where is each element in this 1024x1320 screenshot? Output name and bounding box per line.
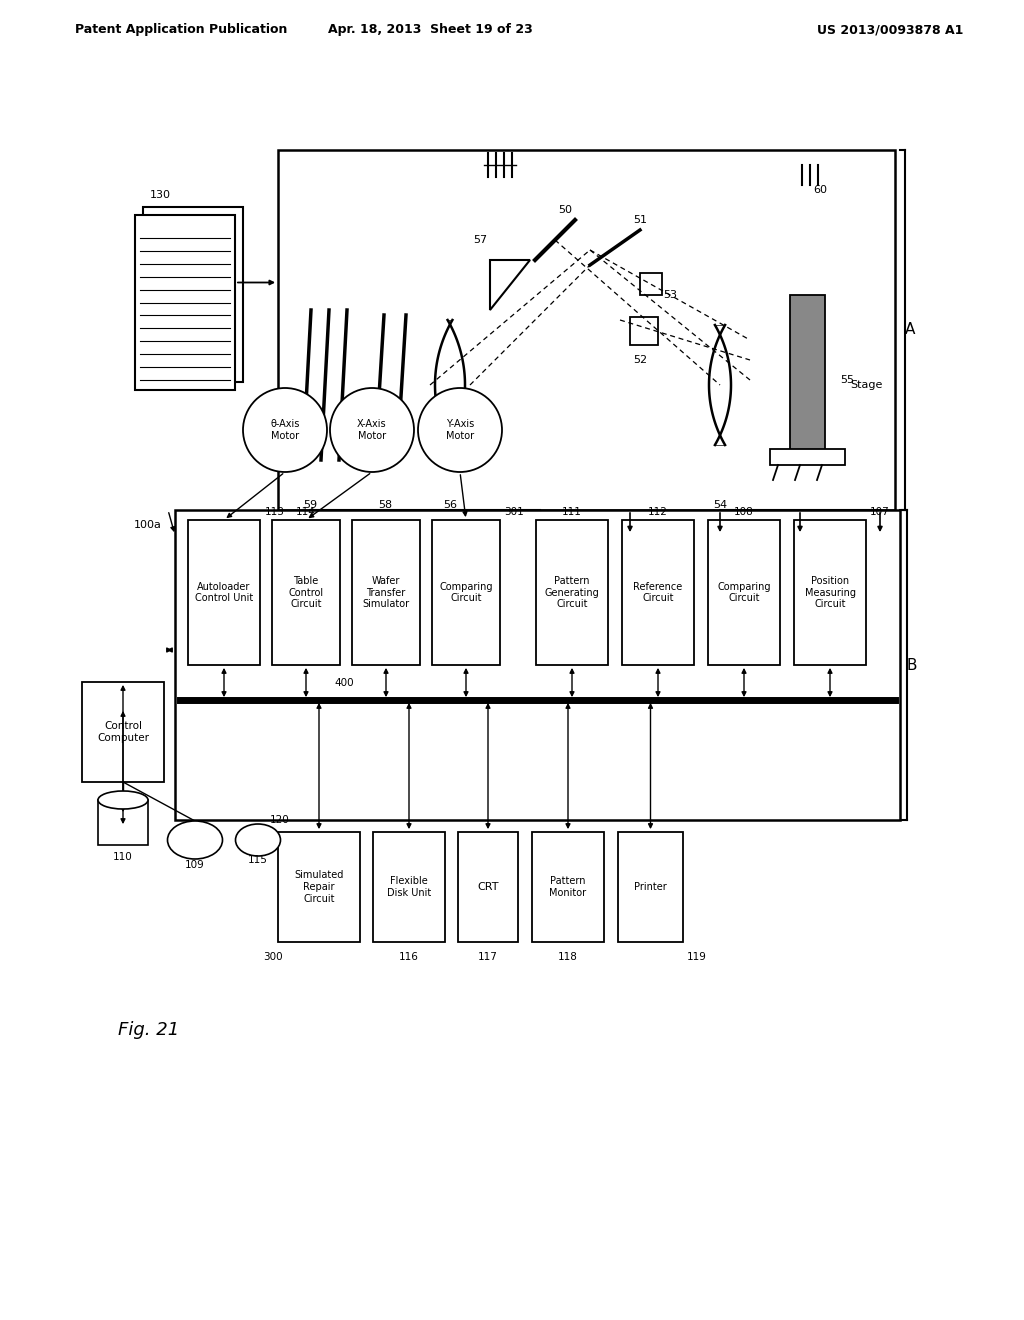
Text: Pattern
Monitor: Pattern Monitor (550, 876, 587, 898)
Bar (536, 520, 608, 665)
Text: 119: 119 (687, 952, 707, 962)
Text: 112: 112 (648, 507, 668, 517)
Text: 53: 53 (663, 290, 677, 300)
Ellipse shape (98, 791, 148, 809)
Text: 58: 58 (378, 500, 392, 510)
Bar (175, 510, 900, 820)
Text: 130: 130 (150, 190, 171, 201)
Bar (458, 832, 518, 942)
Text: Simulated
Repair
Circuit: Simulated Repair Circuit (294, 870, 344, 904)
Text: Fig. 21: Fig. 21 (118, 1020, 179, 1039)
Text: 110: 110 (113, 851, 133, 862)
Bar (272, 520, 340, 665)
Ellipse shape (236, 824, 281, 855)
Text: 55: 55 (840, 375, 854, 385)
Bar (790, 294, 825, 450)
Text: Wafer
Transfer
Simulator: Wafer Transfer Simulator (362, 576, 410, 609)
Bar (432, 520, 500, 665)
Text: 300: 300 (263, 952, 283, 962)
Polygon shape (490, 260, 530, 310)
Bar (794, 520, 866, 665)
Circle shape (418, 388, 502, 473)
Text: Position
Measuring
Circuit: Position Measuring Circuit (805, 576, 855, 609)
Text: 51: 51 (633, 215, 647, 224)
Text: Flexible
Disk Unit: Flexible Disk Unit (387, 876, 431, 898)
Text: 115: 115 (248, 855, 268, 865)
Bar (82, 682, 164, 781)
Text: 108: 108 (734, 507, 754, 517)
Text: 57: 57 (473, 235, 487, 246)
Text: Autoloader
Control Unit: Autoloader Control Unit (195, 582, 253, 603)
Circle shape (330, 388, 414, 473)
Text: 54: 54 (713, 500, 727, 510)
Bar (708, 520, 780, 665)
Ellipse shape (168, 821, 222, 859)
Text: 301: 301 (504, 507, 523, 517)
Text: 59: 59 (303, 500, 317, 510)
Text: 120: 120 (270, 814, 290, 825)
Bar (143, 207, 243, 381)
Bar (622, 520, 694, 665)
Bar (532, 832, 604, 942)
Text: 107: 107 (870, 507, 890, 517)
Text: A: A (905, 322, 915, 338)
Text: θ-Axis
Motor: θ-Axis Motor (270, 420, 300, 441)
Text: Table
Control
Circuit: Table Control Circuit (289, 576, 324, 609)
Text: 109: 109 (185, 861, 205, 870)
Text: 111: 111 (562, 507, 582, 517)
Text: 117: 117 (478, 952, 498, 962)
Bar (373, 832, 445, 942)
Text: X-Axis
Motor: X-Axis Motor (357, 420, 387, 441)
Text: 56: 56 (443, 500, 457, 510)
Text: Pattern
Generating
Circuit: Pattern Generating Circuit (545, 576, 599, 609)
Text: 60: 60 (813, 185, 827, 195)
Text: Comparing
Circuit: Comparing Circuit (717, 582, 771, 603)
Bar (630, 317, 658, 345)
Text: Patent Application Publication: Patent Application Publication (75, 24, 288, 37)
Text: Stage: Stage (850, 380, 883, 389)
Bar (278, 832, 360, 942)
Text: 50: 50 (558, 205, 572, 215)
Text: 114: 114 (296, 507, 316, 517)
Text: 400: 400 (334, 678, 354, 688)
Text: CRT: CRT (477, 882, 499, 892)
Text: B: B (906, 657, 918, 672)
Bar (278, 150, 895, 510)
Text: Apr. 18, 2013  Sheet 19 of 23: Apr. 18, 2013 Sheet 19 of 23 (328, 24, 532, 37)
Bar (352, 520, 420, 665)
Text: Y-Axis
Motor: Y-Axis Motor (445, 420, 474, 441)
Bar (770, 449, 845, 465)
Bar (618, 832, 683, 942)
Text: 113: 113 (265, 507, 285, 517)
Text: Control
Computer: Control Computer (97, 721, 150, 743)
Text: Reference
Circuit: Reference Circuit (634, 582, 683, 603)
Text: 52: 52 (633, 355, 647, 366)
Text: 100a: 100a (134, 520, 162, 531)
Bar (640, 273, 662, 294)
Text: US 2013/0093878 A1: US 2013/0093878 A1 (817, 24, 964, 37)
Circle shape (243, 388, 327, 473)
Text: 116: 116 (399, 952, 419, 962)
Text: Comparing
Circuit: Comparing Circuit (439, 582, 493, 603)
Text: Printer: Printer (634, 882, 667, 892)
Bar (135, 215, 234, 389)
Bar (98, 800, 148, 845)
Text: 118: 118 (558, 952, 578, 962)
Bar (188, 520, 260, 665)
